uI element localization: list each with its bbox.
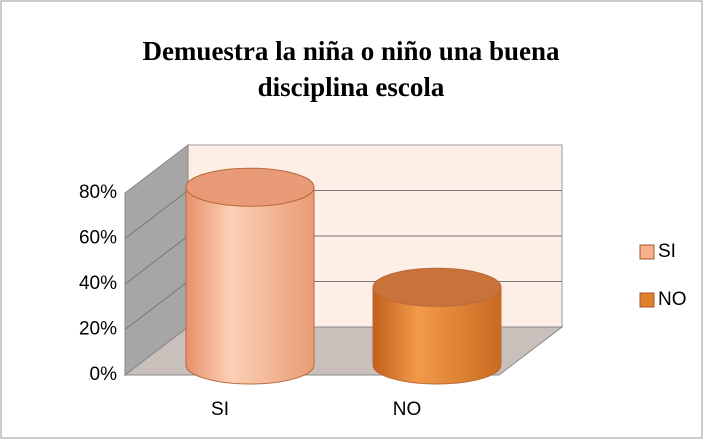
bar-top	[372, 267, 502, 307]
legend-label: NO	[658, 289, 687, 310]
y-tick-label: 80%	[79, 182, 117, 203]
y-tick-label: 20%	[79, 319, 117, 340]
legend-label: SI	[658, 241, 676, 262]
bar	[372, 286, 502, 385]
grid-line	[124, 190, 189, 239]
legend-swatch	[639, 292, 655, 308]
grid-line	[124, 235, 189, 285]
x-tick-label: SI	[211, 399, 229, 420]
chart-title: disciplina escola	[258, 72, 445, 102]
y-tick-label: 40%	[79, 273, 117, 294]
legend-swatch	[639, 244, 655, 260]
y-tick-label: 0%	[90, 364, 118, 385]
bar	[185, 186, 315, 385]
bar-top	[185, 167, 315, 207]
x-tick-label: NO	[393, 399, 422, 420]
grid-line	[124, 281, 189, 330]
y-tick-label: 60%	[79, 228, 117, 249]
chart-title: Demuestra la niña o niño una buena	[142, 36, 560, 66]
